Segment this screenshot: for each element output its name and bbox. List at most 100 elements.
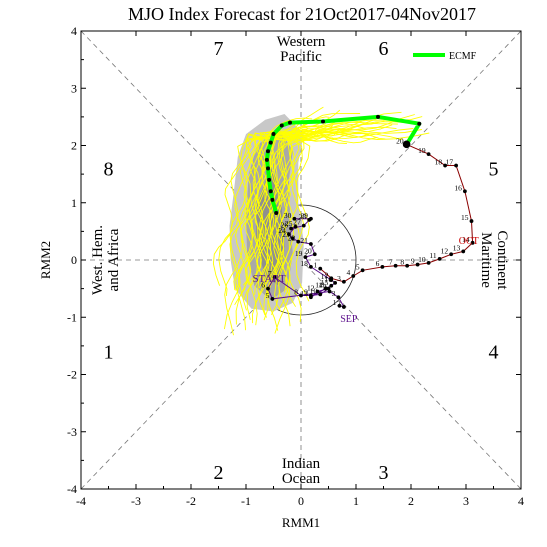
- oct-path-day-label: 15: [461, 213, 469, 222]
- oct-path-point: [393, 263, 398, 268]
- ensemble-member-34: [250, 121, 411, 281]
- sep-path-day-label: 27: [293, 218, 301, 227]
- oct-path-point: [415, 262, 420, 267]
- legend-label: ECMF: [449, 51, 477, 62]
- phase-label-7: 7: [214, 38, 224, 60]
- ecmf-forecast-point: [417, 121, 422, 126]
- sep-path-point: [301, 223, 306, 228]
- sep-path-day-label: 17: [321, 272, 329, 281]
- x-tick-label: -3: [131, 494, 141, 508]
- sep-path-day-label: 14: [315, 281, 323, 290]
- sep-path-day-label: 28: [299, 212, 307, 221]
- sep-path-point: [342, 305, 346, 309]
- phase-label-3: 3: [379, 462, 389, 484]
- y-tick-label: 3: [71, 81, 77, 95]
- y-tick-label: 2: [71, 139, 77, 153]
- oct-path-point: [426, 152, 431, 156]
- ecmf-forecast-point: [376, 114, 380, 119]
- sep-path-point: [312, 252, 317, 257]
- sep-path-point: [270, 297, 275, 301]
- region-right-line-2: Continent: [494, 230, 510, 290]
- region-right-line-1: Maritime: [478, 232, 494, 288]
- ensemble-member-35: [288, 120, 309, 322]
- x-tick-label: -2: [186, 494, 196, 508]
- oct-path-day-label: 5: [356, 262, 360, 271]
- y-tick-label: 1: [71, 196, 77, 210]
- y-tick-label: -3: [67, 425, 77, 439]
- phase-label-8: 8: [104, 158, 114, 180]
- oct-path-point: [470, 240, 475, 245]
- ensemble-member-13: [246, 106, 324, 326]
- y-tick-label: -2: [67, 368, 77, 382]
- sep-path-point: [309, 216, 313, 221]
- chart-title: MJO Index Forecast for 21Oct2017-04Nov20…: [128, 4, 476, 24]
- sep-path-point: [290, 236, 295, 241]
- sep-path-point: [303, 255, 308, 260]
- ensemble-member-33: [265, 124, 393, 299]
- region-left-line-2: and Africa: [106, 228, 122, 291]
- ensemble-member-16: [274, 131, 386, 334]
- sep-path-point: [292, 216, 297, 221]
- x-tick-label: 3: [463, 494, 469, 508]
- sep-path-day-label: 3: [332, 289, 336, 298]
- sep-path-day-label: 9: [304, 287, 308, 296]
- ecmf-forecast-point: [267, 177, 272, 182]
- y-axis-label: RMM2: [38, 241, 53, 279]
- ensemble-member-31: [278, 128, 341, 327]
- oct-path-day-label: 6: [376, 259, 380, 268]
- phase-label-6: 6: [379, 38, 389, 60]
- sep-path-day-label: 5: [266, 291, 270, 300]
- oct-path-day-label: 20: [396, 136, 404, 145]
- oct-path-day-label: 10: [418, 255, 426, 264]
- month-label-oct: OCT: [459, 236, 479, 247]
- sep-path-point: [315, 289, 320, 294]
- oct-path-point: [380, 264, 385, 269]
- region-bottom-line-2: Ocean: [282, 471, 321, 487]
- oct-path-point: [463, 189, 467, 194]
- sep-path-point: [309, 295, 313, 300]
- sep-path-day-label: 25: [285, 219, 293, 228]
- region-bottom-line-1: Indian: [282, 456, 321, 472]
- ecmf-forecast-point: [264, 157, 269, 162]
- oct-path-point: [461, 249, 466, 254]
- oct-path-point: [360, 268, 365, 273]
- sep-path-day-label: 24: [278, 226, 286, 235]
- ensemble-member-36: [239, 116, 330, 311]
- ensemble-member-22: [218, 121, 398, 296]
- sep-path-day-label: 21: [300, 236, 308, 245]
- region-left-line-1: West. Hem.: [90, 225, 106, 295]
- y-tick-label: 0: [71, 253, 77, 267]
- sep-path-day-label: 10: [310, 286, 318, 295]
- ecmf-forecast-point: [271, 132, 276, 137]
- sep-path-day-label: 1: [333, 298, 337, 307]
- sep-path-day-label: 6: [261, 281, 265, 290]
- oct-path-day-label: 17: [446, 158, 454, 167]
- sep-path-point: [287, 232, 291, 237]
- sep-path-day-label: 16: [325, 275, 333, 284]
- sep-path-day-label: 23: [282, 230, 290, 239]
- sep-path-point: [318, 292, 323, 297]
- x-tick-label: -1: [241, 494, 251, 508]
- oct-path-day-label: 19: [418, 146, 426, 155]
- sep-path-day-label: 2: [337, 299, 341, 308]
- y-tick-label: -4: [67, 482, 77, 496]
- phase-label-5: 5: [489, 158, 499, 180]
- oct-path-day-label: 4: [347, 268, 351, 277]
- region-top-line-1: Western: [277, 34, 326, 50]
- ecmf-forecast-point: [268, 140, 273, 145]
- oct-path-day-label: 2: [325, 270, 329, 279]
- ecmf-forecast-point: [274, 211, 279, 216]
- oct-path-day-label: 11: [429, 251, 436, 260]
- ensemble-member-18: [295, 128, 311, 302]
- oct-path-point: [342, 279, 346, 284]
- oct-path-day-label: 13: [453, 243, 461, 252]
- sep-path-day-label: 7: [268, 269, 272, 278]
- sep-path-point: [289, 226, 293, 231]
- sep-path-day-label: 13: [300, 289, 308, 298]
- phase-label-2: 2: [214, 462, 224, 484]
- oct-path-day-label: 7: [389, 258, 393, 267]
- ensemble-member-30: [240, 129, 323, 286]
- sep-path-point: [299, 293, 303, 298]
